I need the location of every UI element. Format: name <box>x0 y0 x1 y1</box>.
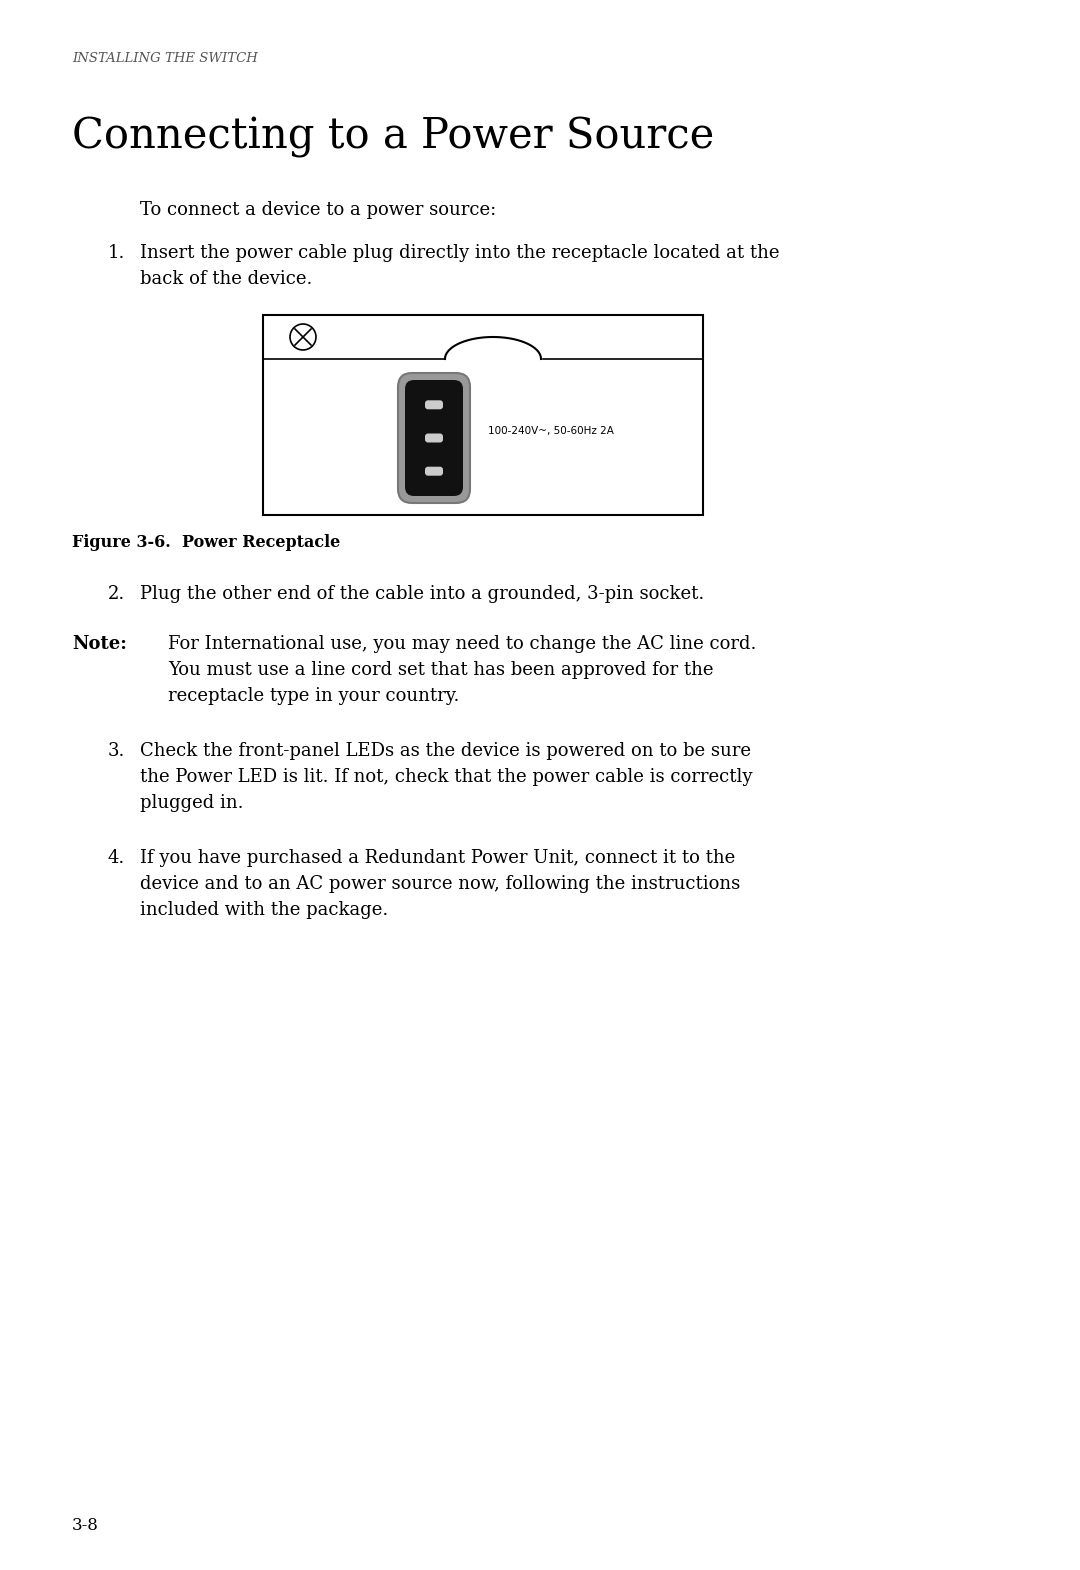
Text: the Power LED is lit. If not, check that the power cable is correctly: the Power LED is lit. If not, check that… <box>140 768 753 787</box>
Text: device and to an AC power source now, following the instructions: device and to an AC power source now, fo… <box>140 874 740 893</box>
Text: back of the device.: back of the device. <box>140 270 312 287</box>
Text: 2.: 2. <box>108 586 125 603</box>
Circle shape <box>291 323 316 350</box>
Text: 4.: 4. <box>108 849 125 867</box>
Text: For International use, you may need to change the AC line cord.: For International use, you may need to c… <box>168 634 756 653</box>
FancyBboxPatch shape <box>399 374 470 502</box>
Text: To connect a device to a power source:: To connect a device to a power source: <box>140 201 496 218</box>
Bar <box>264 316 703 515</box>
Text: Figure 3-6.  Power Receptacle: Figure 3-6. Power Receptacle <box>72 534 340 551</box>
Text: 3-8: 3-8 <box>72 1517 99 1534</box>
Text: 3.: 3. <box>108 743 125 760</box>
Text: INSTALLING THE SWITCH: INSTALLING THE SWITCH <box>72 52 258 64</box>
FancyBboxPatch shape <box>426 466 443 476</box>
Text: Insert the power cable plug directly into the receptacle located at the: Insert the power cable plug directly int… <box>140 243 780 262</box>
Text: plugged in.: plugged in. <box>140 794 243 812</box>
Text: 1.: 1. <box>108 243 125 262</box>
Text: receptacle type in your country.: receptacle type in your country. <box>168 688 459 705</box>
Text: If you have purchased a Redundant Power Unit, connect it to the: If you have purchased a Redundant Power … <box>140 849 735 867</box>
Text: You must use a line cord set that has been approved for the: You must use a line cord set that has be… <box>168 661 714 678</box>
Text: Plug the other end of the cable into a grounded, 3-pin socket.: Plug the other end of the cable into a g… <box>140 586 704 603</box>
FancyBboxPatch shape <box>426 400 443 410</box>
FancyBboxPatch shape <box>405 380 463 496</box>
FancyBboxPatch shape <box>426 433 443 443</box>
Text: Check the front-panel LEDs as the device is powered on to be sure: Check the front-panel LEDs as the device… <box>140 743 751 760</box>
Text: Note:: Note: <box>72 634 126 653</box>
Text: 100-240V~, 50-60Hz 2A: 100-240V~, 50-60Hz 2A <box>488 425 613 436</box>
Text: included with the package.: included with the package. <box>140 901 388 918</box>
Text: Connecting to a Power Source: Connecting to a Power Source <box>72 116 714 157</box>
